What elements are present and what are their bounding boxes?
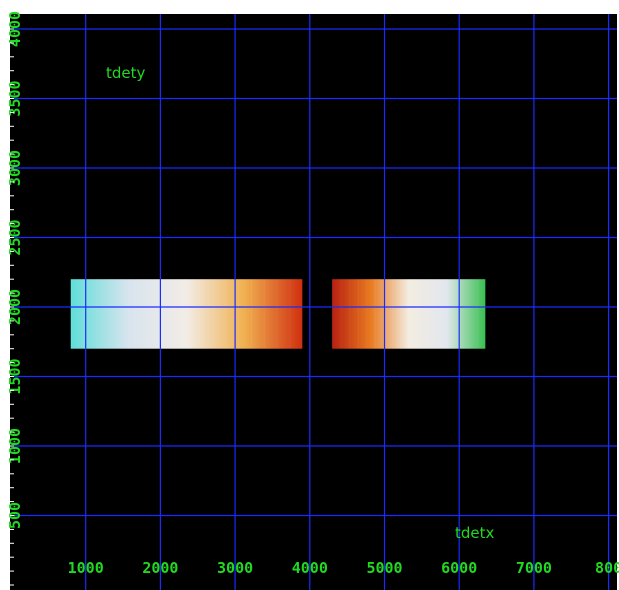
region-2-stripe <box>468 279 470 349</box>
region-1-stripe <box>160 279 162 349</box>
region-1-stripe <box>212 279 214 349</box>
region-1-stripe <box>225 279 227 349</box>
region-2-stripe <box>442 279 444 349</box>
region-2-stripe <box>332 279 334 349</box>
left-frame <box>0 0 10 590</box>
regions-layer <box>70 279 486 349</box>
x-tick-label: 2000 <box>142 559 178 577</box>
region-2-stripe <box>476 279 478 349</box>
region-1-stripe <box>173 279 175 349</box>
x-tick-label: 6000 <box>441 559 477 577</box>
region-1-stripe <box>147 279 149 349</box>
region-2-stripe <box>374 279 376 349</box>
x-tick-label: 4000 <box>292 559 328 577</box>
y-tick-label: 2500 <box>6 219 24 255</box>
region-2-stripe <box>417 279 419 349</box>
region-2 <box>332 279 486 349</box>
x-tick-label: 3000 <box>217 559 253 577</box>
y-tick-label: 3000 <box>6 150 24 186</box>
region-1-stripe <box>96 279 98 349</box>
region-1-stripe <box>83 279 85 349</box>
x-tick-label: 1000 <box>68 559 104 577</box>
region-1-stripe <box>199 279 201 349</box>
region-2-stripe <box>408 279 410 349</box>
x-tick-label: 5000 <box>366 559 402 577</box>
region-2-stripe <box>459 279 461 349</box>
y-axis-label: tdety <box>106 64 146 82</box>
grid-layer <box>10 14 617 590</box>
region-1-stripe <box>135 279 137 349</box>
y-ticks-layer: 500 1000 1500 2000 2500 3000 3500 4000 <box>6 11 24 586</box>
y-tick-label: 1000 <box>6 428 24 464</box>
region-1-stripe <box>250 279 252 349</box>
region-1 <box>70 279 303 349</box>
region-1-stripe <box>70 279 72 349</box>
x-axis-label: tdetx <box>455 524 495 542</box>
y-tick-label: 4000 <box>6 11 24 47</box>
x-tick-label: 800 <box>595 559 619 577</box>
x-ticks-layer: 1000 2000 3000 4000 5000 6000 7000 800 <box>68 559 619 577</box>
region-1-stripe <box>122 279 124 349</box>
y-tick-label: 2000 <box>6 289 24 325</box>
region-2-stripe <box>366 279 368 349</box>
region-2-stripe <box>391 279 393 349</box>
region-2-stripe <box>434 279 436 349</box>
region-1-stripe <box>186 279 188 349</box>
region-1-stripe <box>263 279 265 349</box>
region-2-stripe <box>425 279 427 349</box>
y-tick-label: 3500 <box>6 80 24 116</box>
region-1-stripe <box>276 279 278 349</box>
region-2-stripe <box>383 279 385 349</box>
y-tick-label: 1500 <box>6 358 24 394</box>
region-2-stripe <box>357 279 359 349</box>
region-2-stripe <box>340 279 342 349</box>
region-2-stripe <box>349 279 351 349</box>
y-tick-label: 500 <box>6 502 24 529</box>
region-1-stripe <box>238 279 240 349</box>
region-1-stripe <box>289 279 291 349</box>
region-2-stripe <box>400 279 402 349</box>
x-tick-label: 7000 <box>516 559 552 577</box>
region-2-stripe <box>451 279 453 349</box>
region-1-stripe <box>109 279 111 349</box>
